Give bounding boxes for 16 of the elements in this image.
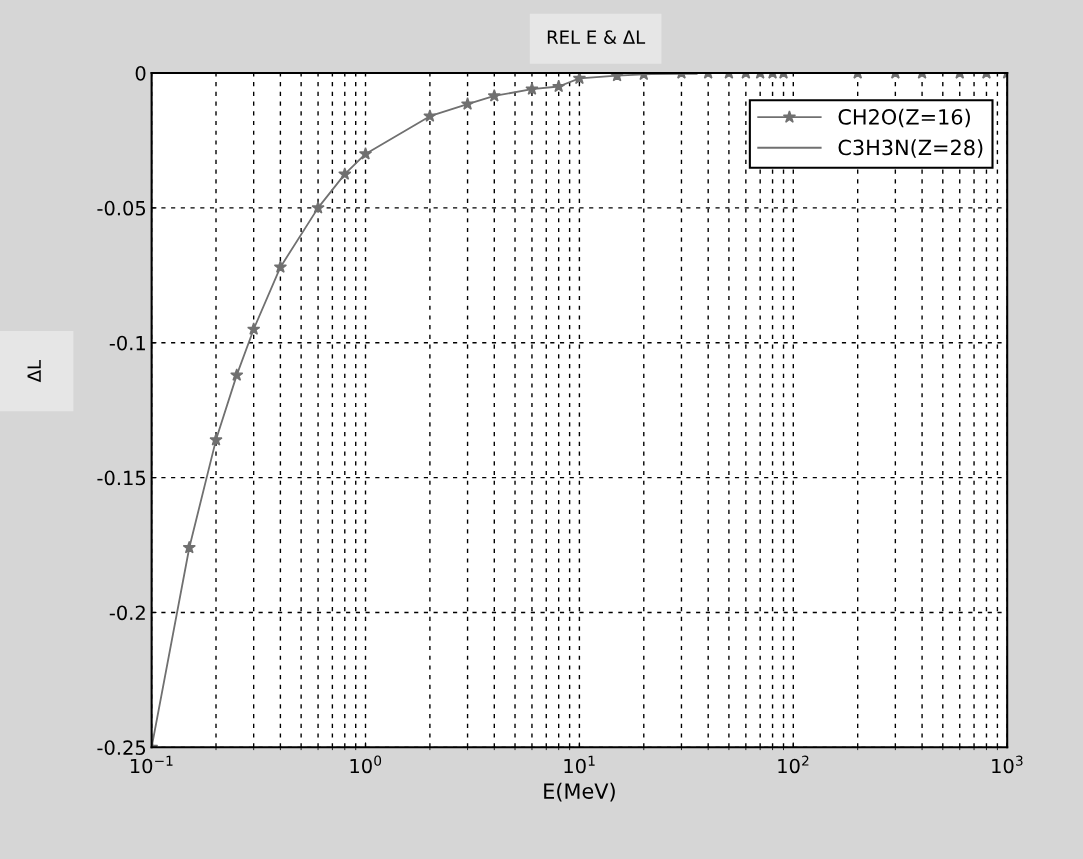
chart-title: REL E & ΔL: [547, 30, 646, 44]
y-tick-label: -0.1: [109, 335, 145, 351]
y-tick-label: -0.2: [109, 605, 145, 621]
legend-label: C3H3N(Z=28): [838, 139, 983, 158]
x-tick-label: 10$^{2}$: [778, 755, 809, 774]
legend-label: CH2O(Z=16): [838, 108, 970, 128]
y-tick-label: 0: [135, 65, 146, 81]
x-tick-label: 10$^{1}$: [564, 755, 595, 774]
x-tick-label: 10$^{−1}$: [130, 755, 173, 774]
y-tick-label: -0.15: [97, 470, 146, 486]
y-tick-label: -0.05: [97, 200, 146, 216]
x-tick-label: 10$^{0}$: [350, 755, 382, 774]
x-axis-title: E(MeV): [544, 782, 615, 802]
y-tick-label: -0.25: [97, 740, 146, 755]
y-axis-title: ΔL: [27, 359, 41, 383]
x-tick-label: 10$^{3}$: [992, 755, 1023, 774]
